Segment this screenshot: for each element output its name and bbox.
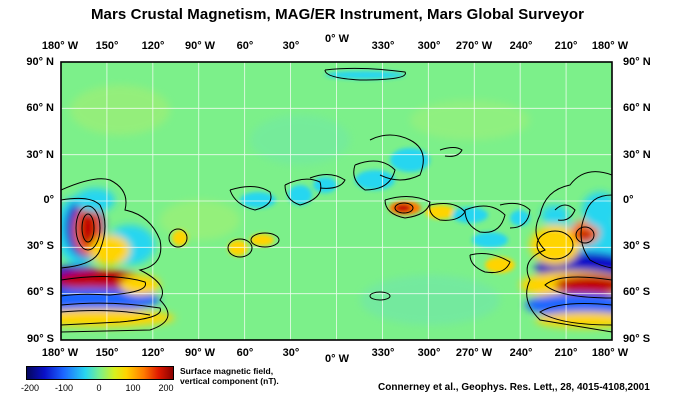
lon-label-top-240: 240° — [509, 40, 533, 52]
lon-label-top-210: 210° — [554, 40, 578, 52]
lon-label-bottom-180w: 180° W — [41, 347, 79, 359]
field-mottling — [70, 85, 530, 325]
lon-label-top-180w-right: 180° W — [591, 40, 629, 52]
lat-label-left-90n: 90° N — [26, 56, 54, 68]
lat-label-left-30s: 30° S — [26, 240, 54, 252]
colorbar — [26, 366, 174, 380]
lon-label-bottom-180w-right: 180° W — [591, 347, 629, 359]
lat-label-left-60n: 60° N — [26, 102, 54, 114]
lon-label-top-60: 60° — [236, 40, 254, 52]
lon-label-top-120: 120° — [141, 40, 165, 52]
lon-label-top-180w: 180° W — [41, 40, 79, 52]
colorbar-tick--100: -100 — [54, 383, 74, 393]
colorbar-tick--200: -200 — [20, 383, 40, 393]
lon-label-top-90w: 90° W — [184, 40, 216, 52]
colorbar-tick-100: 100 — [125, 383, 141, 393]
lon-label-top-0w: 0° W — [325, 33, 349, 45]
lon-label-bottom-60: 60° — [236, 347, 254, 359]
lon-label-bottom-240: 240° — [509, 347, 533, 359]
lat-label-left-0: 0° — [43, 194, 54, 206]
colorbar-label-line1: Surface magnetic field, — [180, 366, 274, 376]
citation-credit: Connerney et al., Geophys. Res. Lett,, 2… — [378, 382, 650, 393]
lat-label-right-60s: 60° S — [623, 286, 651, 298]
lon-label-top-300: 300° — [417, 40, 441, 52]
lat-label-right-60n: 60° N — [623, 102, 651, 114]
lon-label-bottom-120: 120° — [141, 347, 165, 359]
lon-label-bottom-330: 330° — [371, 347, 395, 359]
map-title: Mars Crustal Magnetism, MAG/ER Instrumen… — [90, 6, 585, 23]
lat-label-right-90n: 90° N — [623, 56, 651, 68]
colorbar-tick-0: 0 — [96, 383, 102, 393]
lon-label-top-270w: 270° W — [455, 40, 493, 52]
colorbar-tick-200: 200 — [158, 383, 174, 393]
lon-label-top-30: 30° — [282, 40, 300, 52]
lon-label-bottom-270w: 270° W — [455, 347, 493, 359]
lat-label-right-30n: 30° N — [623, 149, 651, 161]
colorbar-label-line2: vertical component (nT). — [180, 376, 279, 386]
contours — [61, 67, 612, 333]
map-frame — [60, 61, 613, 341]
lat-label-right-0: 0° — [623, 194, 634, 206]
lat-label-left-30n: 30° N — [26, 149, 54, 161]
lon-label-top-150: 150° — [95, 40, 119, 52]
lat-label-left-60s: 60° S — [26, 286, 54, 298]
lat-label-left-90s: 90° S — [26, 333, 54, 345]
lon-label-bottom-0w: 0° W — [325, 353, 349, 365]
lon-label-top-330: 330° — [371, 40, 395, 52]
lon-label-bottom-300: 300° — [417, 347, 441, 359]
lon-label-bottom-210: 210° — [554, 347, 578, 359]
lon-label-bottom-150: 150° — [95, 347, 119, 359]
lat-label-right-90s: 90° S — [623, 333, 651, 345]
lat-label-right-30s: 30° S — [623, 240, 651, 252]
lon-label-bottom-90w: 90° W — [184, 347, 216, 359]
lon-label-bottom-30: 30° — [282, 347, 300, 359]
